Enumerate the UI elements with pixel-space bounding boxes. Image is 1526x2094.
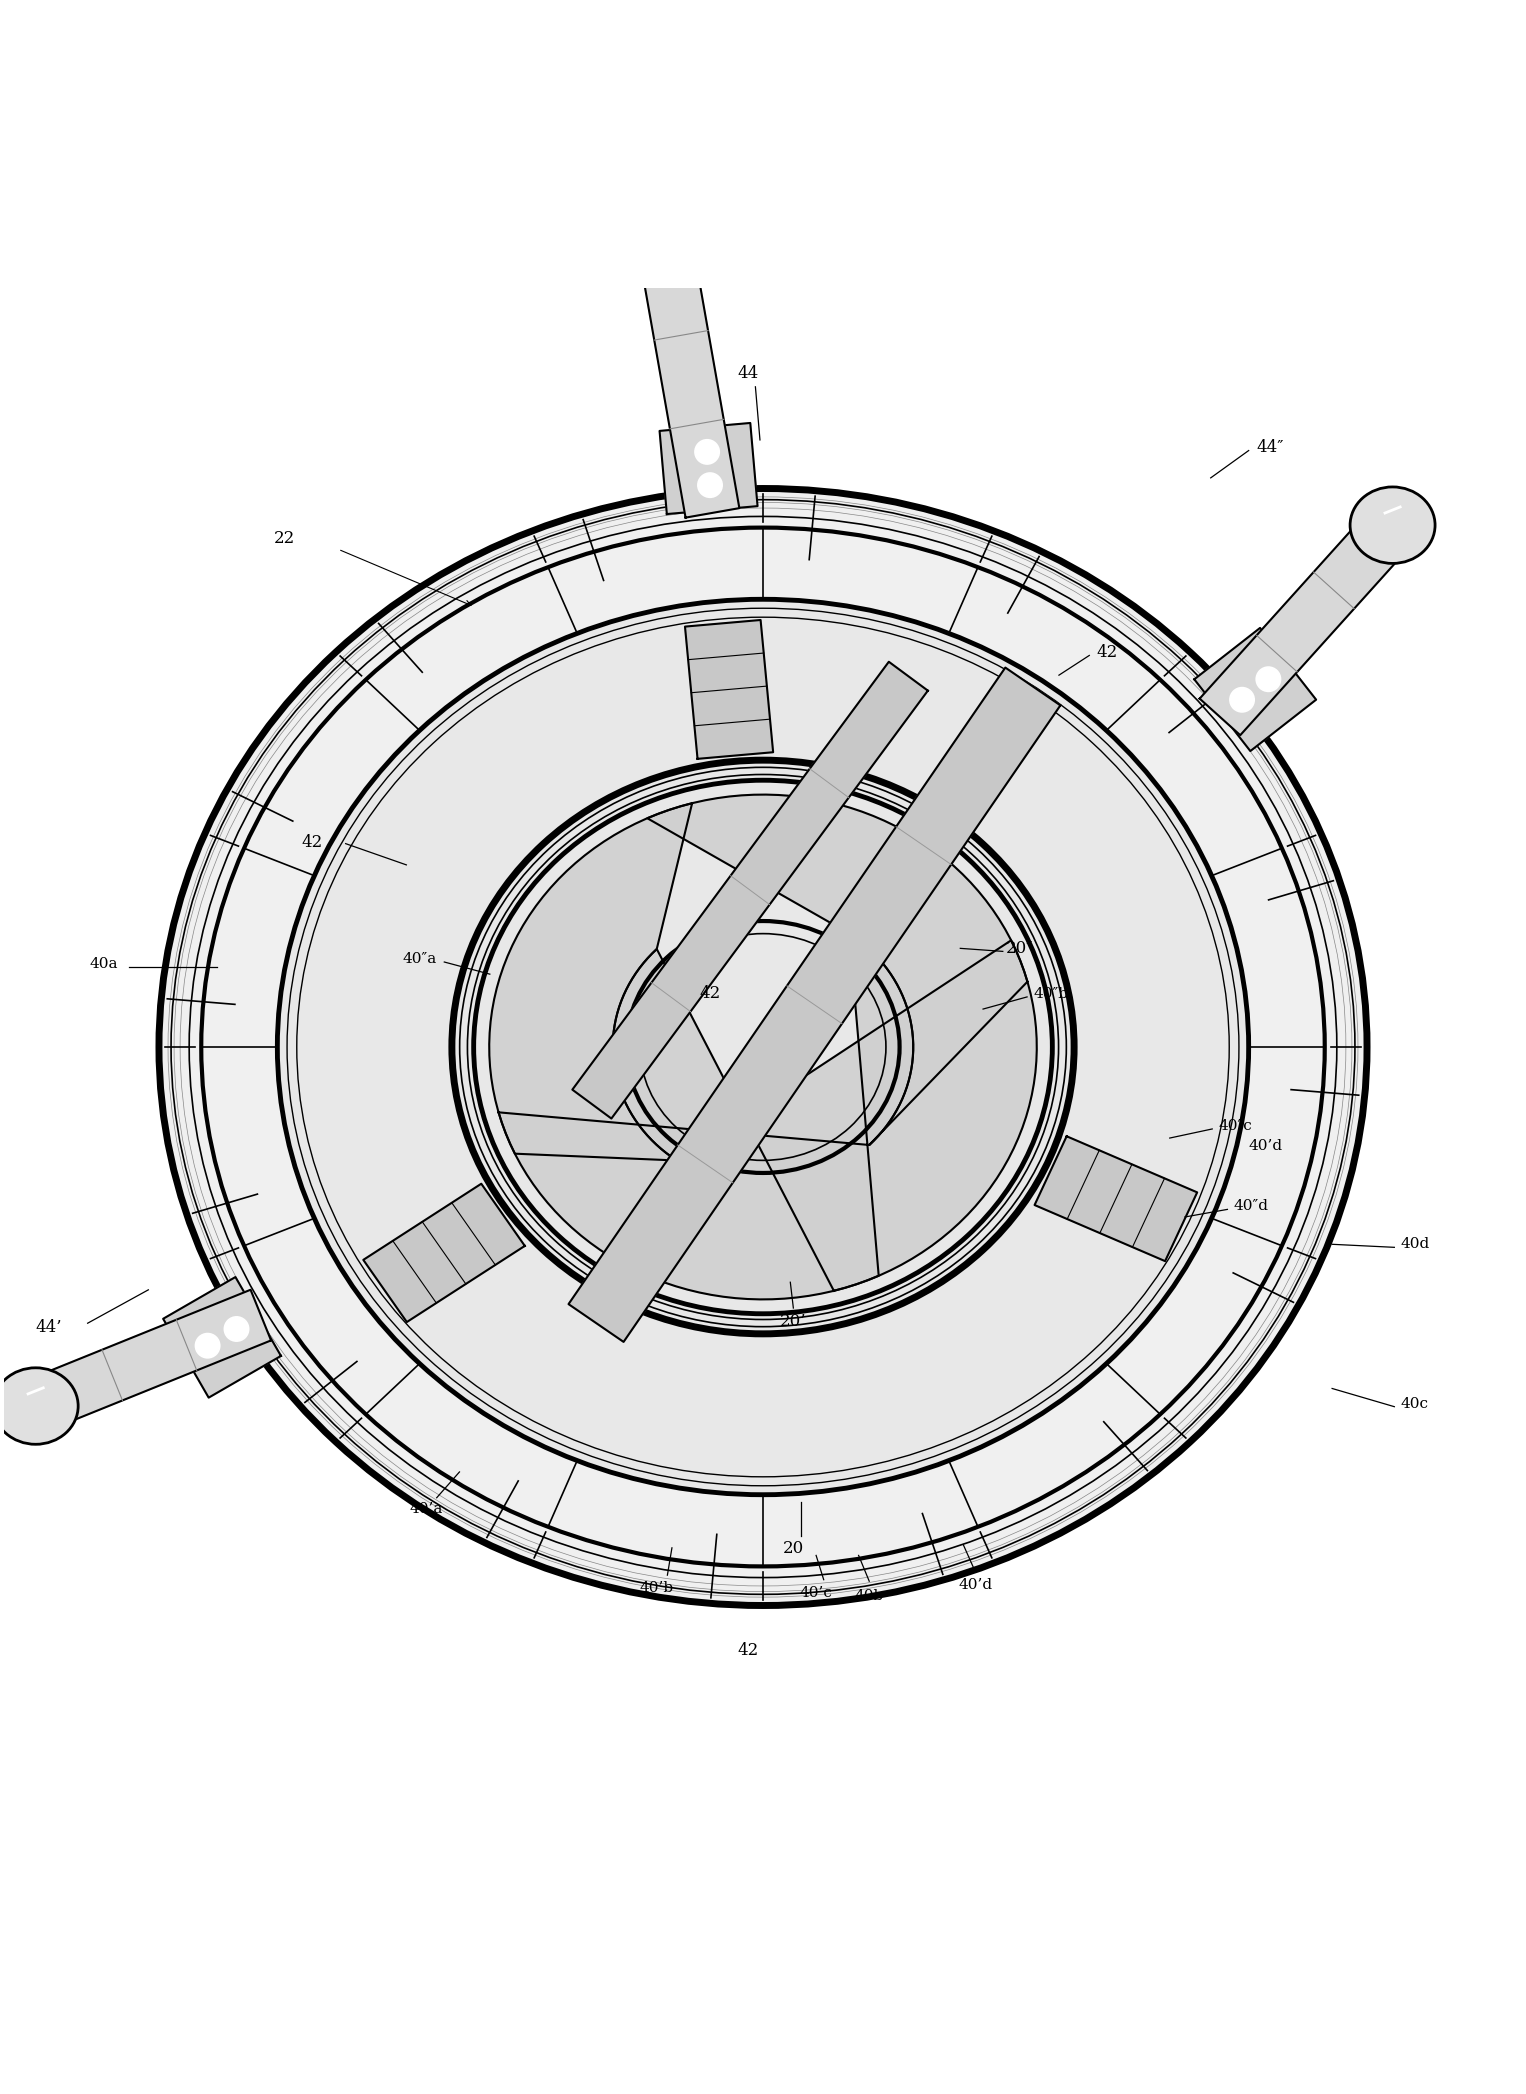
Circle shape — [195, 1334, 220, 1357]
Circle shape — [694, 440, 719, 465]
Polygon shape — [26, 1290, 272, 1432]
Text: 40’b: 40’b — [639, 1581, 674, 1596]
Text: 40’d: 40’d — [1248, 1139, 1283, 1152]
Polygon shape — [363, 1183, 525, 1321]
Text: 20: 20 — [783, 1541, 804, 1558]
Polygon shape — [1035, 1137, 1198, 1261]
Text: 44: 44 — [737, 364, 758, 383]
Ellipse shape — [0, 1367, 78, 1445]
Text: 40d: 40d — [1401, 1238, 1430, 1252]
Text: 40b: 40b — [855, 1589, 884, 1602]
Text: 40″c: 40″c — [1218, 1118, 1251, 1133]
Text: 42: 42 — [737, 1642, 758, 1658]
Polygon shape — [1195, 628, 1315, 752]
Text: 20’: 20’ — [780, 1313, 807, 1330]
Text: 44’: 44’ — [35, 1319, 63, 1336]
Ellipse shape — [278, 599, 1248, 1495]
Circle shape — [224, 1317, 249, 1340]
Circle shape — [1230, 687, 1254, 712]
Text: 44″: 44″ — [1256, 440, 1283, 456]
Ellipse shape — [159, 488, 1367, 1606]
Polygon shape — [572, 662, 928, 1118]
Polygon shape — [163, 1277, 281, 1397]
Text: 40’c: 40’c — [800, 1585, 833, 1600]
Polygon shape — [613, 940, 1036, 1290]
Text: 40″a: 40″a — [403, 953, 436, 965]
Polygon shape — [638, 239, 740, 517]
Circle shape — [697, 473, 722, 496]
Ellipse shape — [1351, 488, 1434, 563]
Polygon shape — [1199, 507, 1413, 735]
Text: 40a: 40a — [90, 957, 118, 970]
Ellipse shape — [623, 205, 708, 283]
Text: 40’d: 40’d — [958, 1579, 992, 1591]
Text: 40″d: 40″d — [1233, 1200, 1268, 1212]
Polygon shape — [659, 423, 757, 513]
Polygon shape — [685, 620, 774, 758]
Text: 40c: 40c — [1401, 1397, 1428, 1411]
Text: 42: 42 — [1097, 645, 1119, 662]
Text: 42: 42 — [302, 833, 324, 850]
Polygon shape — [499, 934, 913, 1300]
Circle shape — [1256, 668, 1280, 691]
Text: 40″b: 40″b — [1033, 986, 1068, 1001]
Polygon shape — [569, 668, 1061, 1342]
Text: 40’a: 40’a — [409, 1501, 443, 1516]
Text: 22: 22 — [275, 530, 296, 547]
Text: 20″: 20″ — [1006, 940, 1033, 957]
Text: 42: 42 — [699, 986, 720, 1003]
Polygon shape — [490, 804, 693, 1160]
Polygon shape — [647, 794, 1027, 1145]
